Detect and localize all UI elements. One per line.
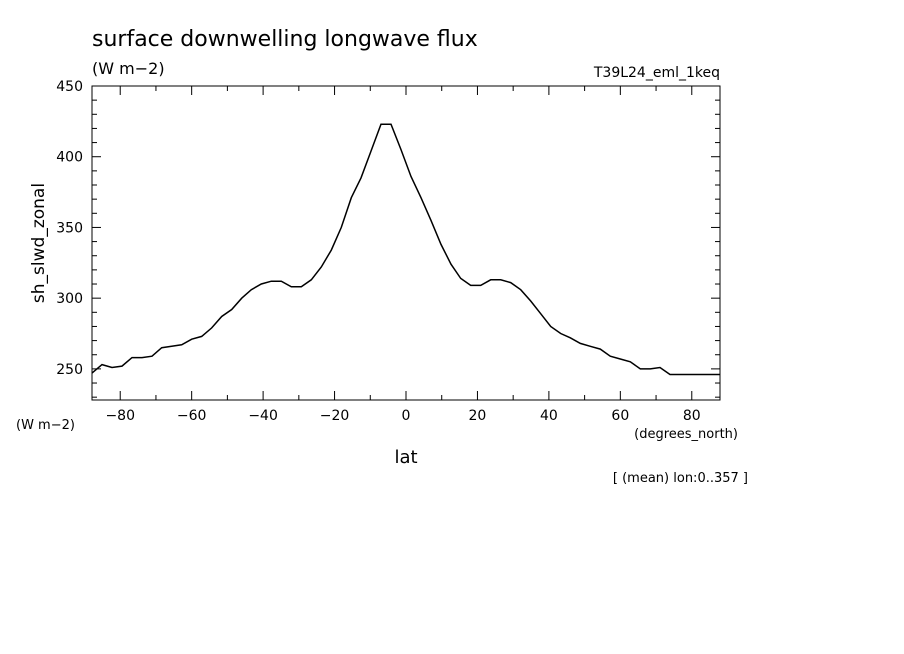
chart-title: surface downwelling longwave flux	[92, 27, 478, 52]
x-tick-label: −80	[105, 408, 135, 424]
x-tick-label: 60	[611, 408, 629, 424]
y-tick-label: 300	[56, 291, 83, 307]
footnote: [ (mean) lon:0..357 ]	[613, 471, 748, 486]
x-axis: −80 −60 −40 −20 0 20 40 60 80	[105, 86, 701, 424]
x-tick-label: 80	[683, 408, 701, 424]
x-tick-label: 40	[540, 408, 558, 424]
x-tick-label: −20	[320, 408, 350, 424]
y-axis: 250 300 350 400 450	[56, 79, 720, 398]
x-tick-label: −40	[248, 408, 278, 424]
x-axis-label: lat	[394, 447, 417, 468]
y-unit-label: (W m−2)	[16, 418, 75, 433]
run-label: T39L24_eml_1keq	[593, 65, 720, 81]
x-tick-label: −60	[177, 408, 207, 424]
x-tick-label: 0	[402, 408, 411, 424]
y-tick-label: 250	[56, 362, 83, 378]
series-line	[91, 123, 720, 376]
y-tick-label: 450	[56, 79, 83, 95]
y-tick-label: 350	[56, 220, 83, 236]
x-tick-label: 20	[469, 408, 487, 424]
y-tick-label: 400	[56, 150, 83, 166]
y-axis-label: sh_slwd_zonal	[29, 183, 49, 303]
plot-frame	[91, 85, 721, 401]
chart-subtitle: (W m−2)	[92, 59, 165, 78]
x-unit-label: (degrees_north)	[634, 427, 738, 442]
